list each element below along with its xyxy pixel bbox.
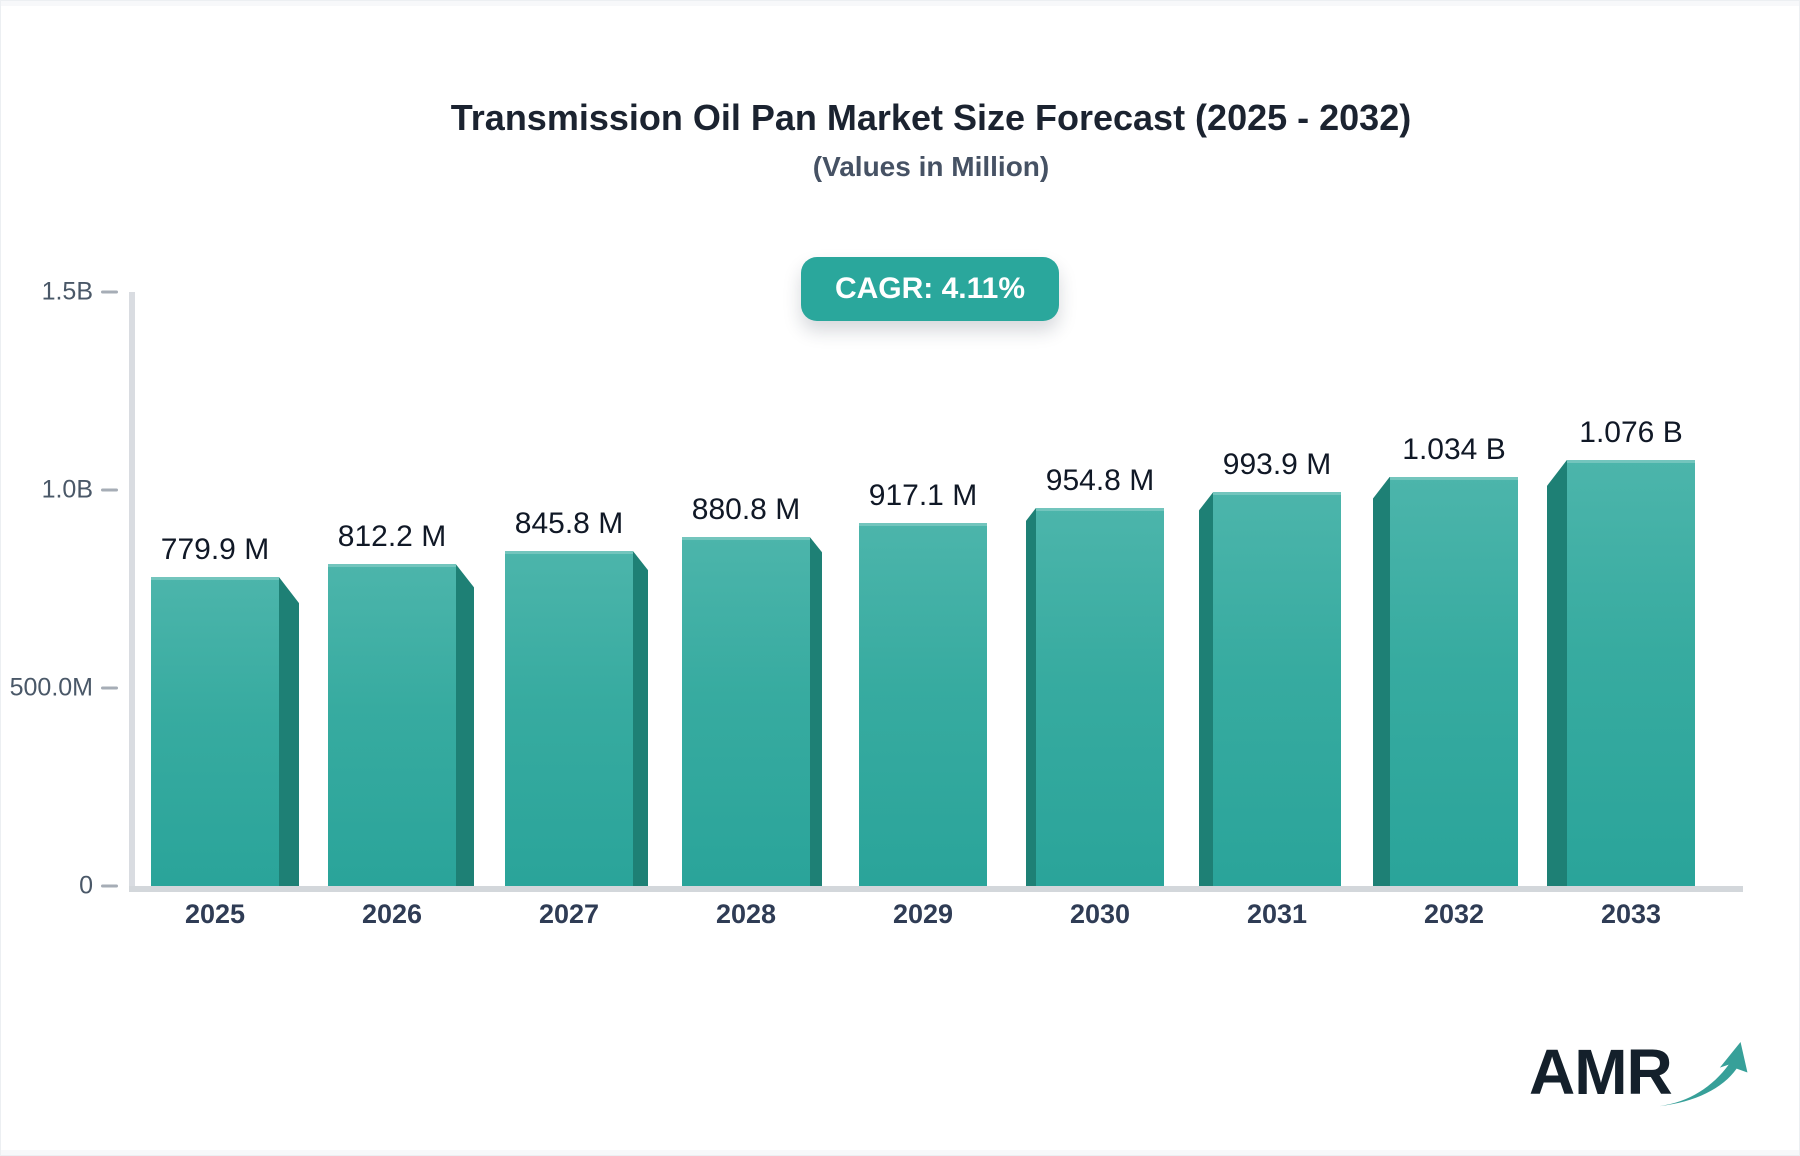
amr-logo-text: AMR [1529,1036,1673,1108]
bar-2026 [328,564,456,886]
x-axis-label-2032: 2032 [1423,899,1485,929]
x-axis-line [129,886,1743,892]
bottom-edge-strip [1,1150,1799,1155]
bar-value-label-2026: 812.2 M [337,520,447,554]
bar-side-2033 [1547,459,1567,886]
amr-logo: AMR [1529,1037,1749,1117]
bar-value-label-2031: 993.9 M [1222,448,1332,482]
bar-side-2030 [1026,507,1036,886]
y-tick-label: 1.0B [41,475,93,504]
bar-2028 [682,537,810,886]
bar-2027 [505,551,633,886]
top-edge-strip [1,1,1799,6]
y-tick-mark [101,290,118,294]
bar-value-label-2029: 917.1 M [868,478,978,512]
bar-2032 [1390,476,1518,886]
y-tick-mark [101,884,118,888]
x-axis-label-2027: 2027 [538,899,600,929]
cagr-badge: CAGR: 4.11% [801,257,1059,321]
y-tick-label: 0 [79,871,93,900]
y-tick-label: 1.5B [41,277,93,306]
y-tick-label: 500.0M [9,673,93,702]
x-axis-label-2025: 2025 [184,899,246,929]
bar-side-2028 [810,537,822,886]
bar-value-label-2025: 779.9 M [160,533,270,567]
bar-side-2032 [1373,476,1390,886]
bar-2029 [859,522,987,886]
bar-value-label-2032: 1.034 B [1402,432,1506,466]
x-axis-label-2028: 2028 [715,899,777,929]
x-axis-label-2031: 2031 [1246,899,1308,929]
bar-2030 [1036,507,1164,886]
y-tick-mark [101,686,118,690]
x-axis-label-2030: 2030 [1069,899,1131,929]
page-subtitle: (Values in Million) [812,151,1050,182]
x-axis-label-2026: 2026 [361,899,423,929]
bar-side-2025 [279,577,299,886]
x-axis-label-2033: 2033 [1600,899,1662,929]
bar-side-2026 [456,564,474,886]
y-tick-mark [101,488,118,492]
bar-value-label-2028: 880.8 M [691,493,801,527]
bar-2031 [1213,492,1341,886]
y-axis-line [129,292,135,892]
bar-2033 [1567,459,1695,886]
bar-value-label-2030: 954.8 M [1045,463,1155,497]
bar-side-2031 [1199,492,1213,886]
bar-side-2027 [633,551,648,886]
growth-arrow-icon [1659,1041,1748,1107]
bar-2025 [151,577,279,886]
bar-value-label-2027: 845.8 M [514,507,624,541]
page-title: Transmission Oil Pan Market Size Forecas… [450,97,1412,138]
bar-value-label-2033: 1.076 B [1579,415,1683,449]
x-axis-label-2029: 2029 [892,899,954,929]
